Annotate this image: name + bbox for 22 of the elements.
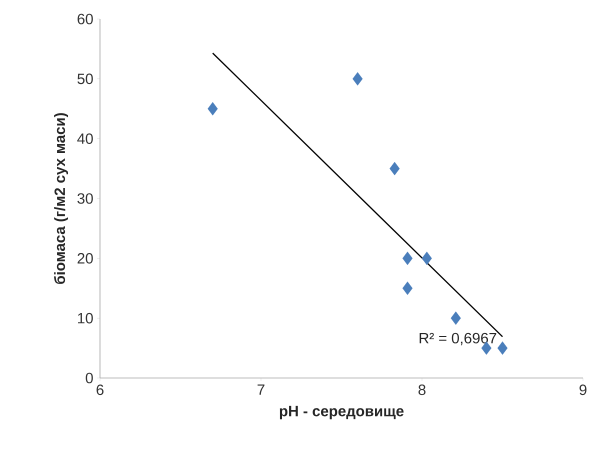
y-tick-label: 30 [77,193,93,204]
y-tick-label: 10 [78,312,93,324]
y-tick-label: 20 [78,253,93,264]
point [497,341,508,355]
y-axis-title: біомаса (г/м2 сух маси) [54,113,68,284]
x-tick-label: 6 [96,384,104,396]
y-tick-label: 50 [77,74,93,84]
y-tick-label: 60 [78,14,93,24]
point [402,282,413,295]
point [352,72,363,86]
point [390,162,400,176]
x-tick-label: 7 [258,384,264,395]
point [402,252,413,266]
x-tick-label: 9 [580,384,586,396]
point [208,102,218,116]
x-axis-title: pH - середовище [280,406,404,420]
y-tick-label: 0 [86,372,93,384]
point [450,311,461,325]
annotation: R² = 0,6967 [420,332,496,346]
x-tick-label: 8 [418,384,426,396]
point [422,252,432,266]
y-tick-label: 40 [77,133,93,144]
